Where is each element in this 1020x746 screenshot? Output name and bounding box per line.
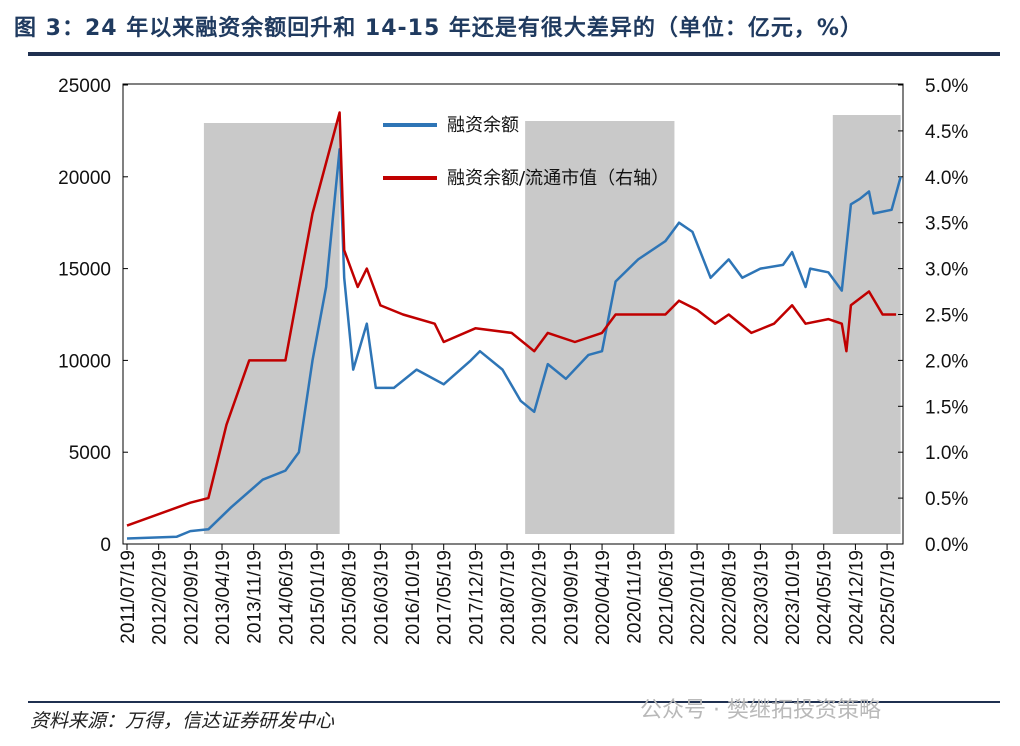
y-left-tick-label: 25000 — [58, 76, 111, 97]
y-right-tick-label: 3.0% — [925, 260, 968, 281]
y-right-tick-label: 3.5% — [925, 214, 968, 235]
legend-label: 融资余额/流通市值（右轴） — [447, 168, 669, 189]
x-tick-label: 2023/03/19 — [751, 550, 772, 645]
x-tick-label: 2012/02/19 — [150, 550, 171, 645]
x-tick-label: 2016/10/19 — [403, 550, 424, 645]
y-right-tick-label: 1.0% — [925, 443, 968, 464]
x-tick-label: 2021/06/19 — [656, 550, 677, 645]
legend-label: 融资余额 — [447, 115, 519, 136]
x-tick-label: 2016/03/19 — [371, 550, 392, 645]
y-left-tick-label: 15000 — [58, 260, 111, 281]
series-line-balance — [126, 148, 902, 540]
y-left-tick-label: 5000 — [69, 443, 111, 464]
shaded-period — [832, 115, 901, 534]
x-tick-label: 2012/09/19 — [181, 550, 202, 645]
x-tick-label: 2013/11/19 — [245, 550, 266, 644]
shaded-period — [525, 121, 675, 534]
x-tick-label: 2017/12/19 — [466, 550, 487, 645]
y-right-tick-label: 2.5% — [925, 306, 968, 327]
title-divider — [28, 52, 1000, 56]
y-right-tick-label: 5.0% — [925, 76, 968, 97]
series-line-ratio — [126, 111, 897, 527]
x-tick-label: 2024/05/19 — [815, 550, 836, 645]
x-tick-label: 2011/07/19 — [118, 550, 139, 644]
x-tick-label: 2019/02/19 — [530, 550, 551, 645]
y-right-tick-label: 2.0% — [925, 351, 968, 372]
x-tick-label: 2020/11/19 — [625, 550, 646, 644]
source-note: 资料来源：万得，信达证券研发中心 — [30, 710, 335, 732]
footer-divider — [28, 701, 1000, 703]
x-tick-label: 2023/10/19 — [783, 550, 804, 645]
x-tick-label: 2022/01/19 — [688, 550, 709, 645]
x-tick-label: 2020/04/19 — [593, 550, 614, 645]
y-right-tick-label: 1.5% — [925, 397, 968, 418]
y-right-tick-label: 4.5% — [925, 122, 968, 143]
y-right-tick-label: 0.0% — [925, 535, 968, 556]
x-tick-label: 2017/05/19 — [435, 550, 456, 645]
x-tick-label: 2019/09/19 — [561, 550, 582, 645]
x-tick-label: 2013/04/19 — [213, 550, 234, 645]
x-tick-label: 2024/12/19 — [846, 550, 867, 645]
x-tick-label: 2014/06/19 — [276, 550, 297, 645]
shaded-period — [203, 123, 340, 534]
x-tick-label: 2018/07/19 — [498, 550, 519, 645]
chart-title: 图 3：24 年以来融资余额回升和 14-15 年还是有很大差异的（单位：亿元，… — [14, 16, 863, 41]
watermark: 公众号 · 樊继拓投资策略 — [640, 698, 881, 723]
y-left-tick-label: 0 — [100, 535, 111, 556]
y-left-tick-label: 20000 — [58, 168, 111, 189]
x-tick-label: 2022/08/19 — [720, 550, 741, 645]
x-tick-label: 2015/01/19 — [308, 550, 329, 645]
x-tick-label: 2015/08/19 — [340, 550, 361, 645]
x-tick-label: 2025/07/19 — [878, 550, 899, 645]
y-right-tick-label: 0.5% — [925, 489, 968, 510]
y-right-tick-label: 4.0% — [925, 168, 968, 189]
y-left-tick-label: 10000 — [58, 351, 111, 372]
